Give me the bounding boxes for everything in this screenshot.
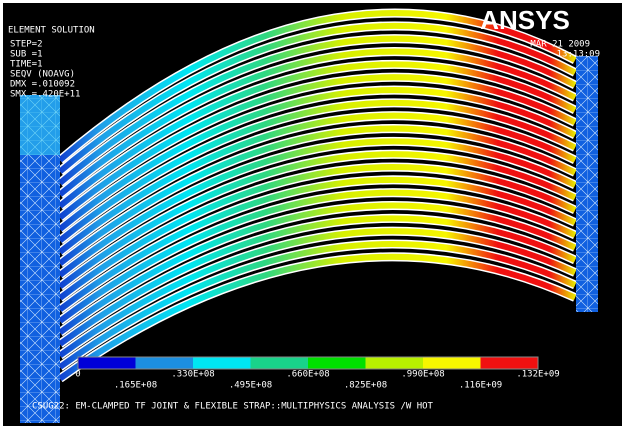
- legend-swatch: [78, 357, 136, 369]
- footer-title: CSUG22: EM-CLAMPED TF JOINT & FLEXIBLE S…: [32, 402, 434, 412]
- legend-swatch: [308, 357, 366, 369]
- legend-label: .116E+09: [459, 381, 502, 391]
- right-clamp: [576, 56, 598, 312]
- legend-label: 0: [75, 370, 80, 380]
- info-line: DMX =.010092: [10, 80, 75, 90]
- legend-label: .330E+08: [171, 370, 214, 380]
- legend-label: .132E+09: [516, 370, 559, 380]
- legend-label: .990E+08: [401, 370, 444, 380]
- legend-label: .165E+08: [114, 381, 157, 391]
- ansys-viewport: ELEMENT SOLUTION STEP=2SUB =1TIME=1SEQV …: [0, 0, 626, 430]
- legend-swatch: [136, 357, 194, 369]
- left-clamp-top: [20, 95, 60, 155]
- legend-label: .825E+08: [344, 381, 387, 391]
- date: MAR 21 2009: [530, 40, 590, 50]
- legend-label: .495E+08: [229, 381, 272, 391]
- legend-swatch: [193, 357, 251, 369]
- info-line: STEP=2: [10, 40, 43, 50]
- legend-swatch: [251, 357, 309, 369]
- info-line: SEQV (NOAVG): [10, 70, 75, 80]
- info-line: TIME=1: [10, 60, 43, 70]
- legend-label: .660E+08: [286, 370, 329, 380]
- info-line: SUB =1: [10, 50, 43, 60]
- time: 13:13:09: [557, 50, 600, 60]
- legend-swatch: [423, 357, 481, 369]
- legend-swatch: [366, 357, 424, 369]
- logo: ANSYS: [480, 5, 570, 35]
- legend-swatch: [481, 357, 539, 369]
- info-line: SMX =.420E+11: [10, 90, 80, 100]
- result-title: ELEMENT SOLUTION: [8, 26, 95, 36]
